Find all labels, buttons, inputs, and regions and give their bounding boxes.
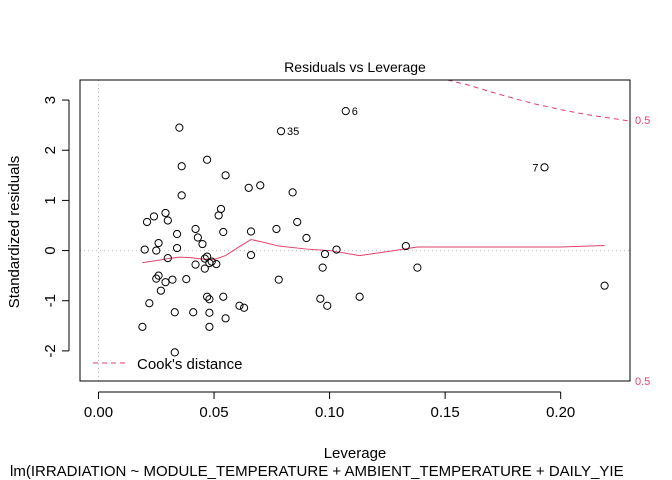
- data-point: [219, 292, 228, 301]
- data-point: [205, 322, 214, 331]
- data-point: [401, 241, 410, 251]
- point-label: 7: [532, 162, 538, 174]
- data-point: [163, 253, 172, 263]
- data-point: [175, 123, 184, 132]
- point-label: 6: [352, 106, 358, 118]
- data-point: [154, 271, 163, 280]
- x-tick-label: 0.10: [315, 404, 344, 421]
- y-tick-label: 0: [42, 246, 59, 254]
- data-point: [156, 286, 165, 295]
- data-point: [203, 292, 212, 301]
- data-point: [191, 260, 200, 269]
- legend: Cook's distance: [93, 356, 242, 373]
- plot-frame: [79, 79, 631, 382]
- cook-contour-labels: 0.5 0.5: [635, 115, 650, 388]
- data-point: [145, 299, 154, 308]
- data-point: [161, 278, 170, 287]
- cook-distance-curve: [447, 79, 631, 122]
- data-points: [138, 107, 609, 357]
- data-point: [170, 308, 179, 317]
- data-point: [142, 217, 152, 227]
- chart-title: Residuals vs Leverage: [284, 59, 426, 75]
- point-label: 35: [287, 126, 299, 138]
- cook-distance-contour: [447, 79, 631, 122]
- data-point: [154, 238, 163, 248]
- lowess-smoother: [142, 238, 605, 264]
- data-point: [276, 127, 286, 136]
- data-point: [316, 294, 325, 303]
- data-point: [140, 245, 149, 254]
- data-point: [189, 308, 198, 317]
- data-point: [198, 239, 207, 249]
- y-axis-label: Standardized residuals: [6, 156, 23, 309]
- data-point: [274, 275, 283, 284]
- data-point: [205, 295, 214, 304]
- data-point: [235, 301, 244, 310]
- data-point: [214, 211, 223, 220]
- data-point: [205, 308, 214, 317]
- y-axis: -2 -1 0 1 2 3: [42, 96, 70, 358]
- data-point: [246, 227, 256, 236]
- smoother-line: [142, 238, 605, 264]
- data-point: [170, 348, 179, 357]
- data-point: [332, 245, 341, 254]
- data-point: [293, 217, 302, 227]
- y-tick-label: -2: [42, 344, 59, 357]
- model-formula-subtitle: lm(IRRADIATION ~ MODULE_TEMPERATURE + AM…: [10, 463, 624, 480]
- data-point: [219, 227, 228, 237]
- y-tick-label: 1: [42, 196, 59, 204]
- data-point: [177, 162, 186, 171]
- data-point: [200, 254, 209, 263]
- data-point: [203, 155, 212, 164]
- data-point: [200, 264, 209, 273]
- data-point: [177, 191, 186, 200]
- y-tick-label: -1: [42, 294, 59, 307]
- data-point: [221, 171, 230, 180]
- data-point: [212, 260, 221, 269]
- data-point: [256, 181, 265, 190]
- x-tick-label: 0.00: [84, 404, 113, 421]
- data-point: [355, 292, 364, 301]
- data-point: [413, 263, 422, 272]
- data-point: [149, 212, 159, 221]
- reference-lines: [80, 80, 630, 381]
- data-point: [288, 188, 297, 197]
- x-tick-label: 0.05: [199, 404, 228, 421]
- data-point: [318, 263, 327, 272]
- data-point: [341, 107, 350, 116]
- x-axis-label: Leverage: [324, 445, 387, 462]
- data-point: [193, 233, 202, 242]
- data-point: [323, 301, 332, 310]
- data-point: [302, 233, 311, 243]
- data-point: [244, 183, 253, 192]
- data-point: [161, 208, 170, 218]
- point-labels: 35 6 7: [287, 106, 538, 174]
- x-tick-label: 0.15: [431, 404, 460, 421]
- data-point: [172, 229, 182, 239]
- x-axis: 0.00 0.05 0.10 0.15 0.20: [84, 391, 575, 421]
- data-point: [163, 216, 172, 225]
- data-point: [182, 275, 191, 284]
- y-tick-label: 3: [42, 96, 59, 104]
- data-point: [246, 250, 256, 260]
- data-point: [320, 249, 330, 259]
- data-point: [168, 275, 177, 284]
- data-point: [138, 322, 147, 331]
- data-point: [272, 224, 281, 234]
- cook-contour-label: 0.5: [635, 115, 650, 127]
- data-point: [221, 314, 230, 323]
- y-tick-label: 2: [42, 146, 59, 154]
- data-point: [172, 243, 182, 253]
- data-point: [207, 257, 216, 266]
- cook-contour-label: 0.5: [635, 376, 650, 388]
- legend-cook-label: Cook's distance: [137, 356, 242, 373]
- x-tick-label: 0.20: [546, 404, 575, 421]
- data-point: [191, 224, 200, 234]
- data-point: [239, 303, 249, 312]
- data-point: [540, 163, 549, 172]
- data-point: [152, 246, 161, 255]
- data-point: [600, 281, 609, 290]
